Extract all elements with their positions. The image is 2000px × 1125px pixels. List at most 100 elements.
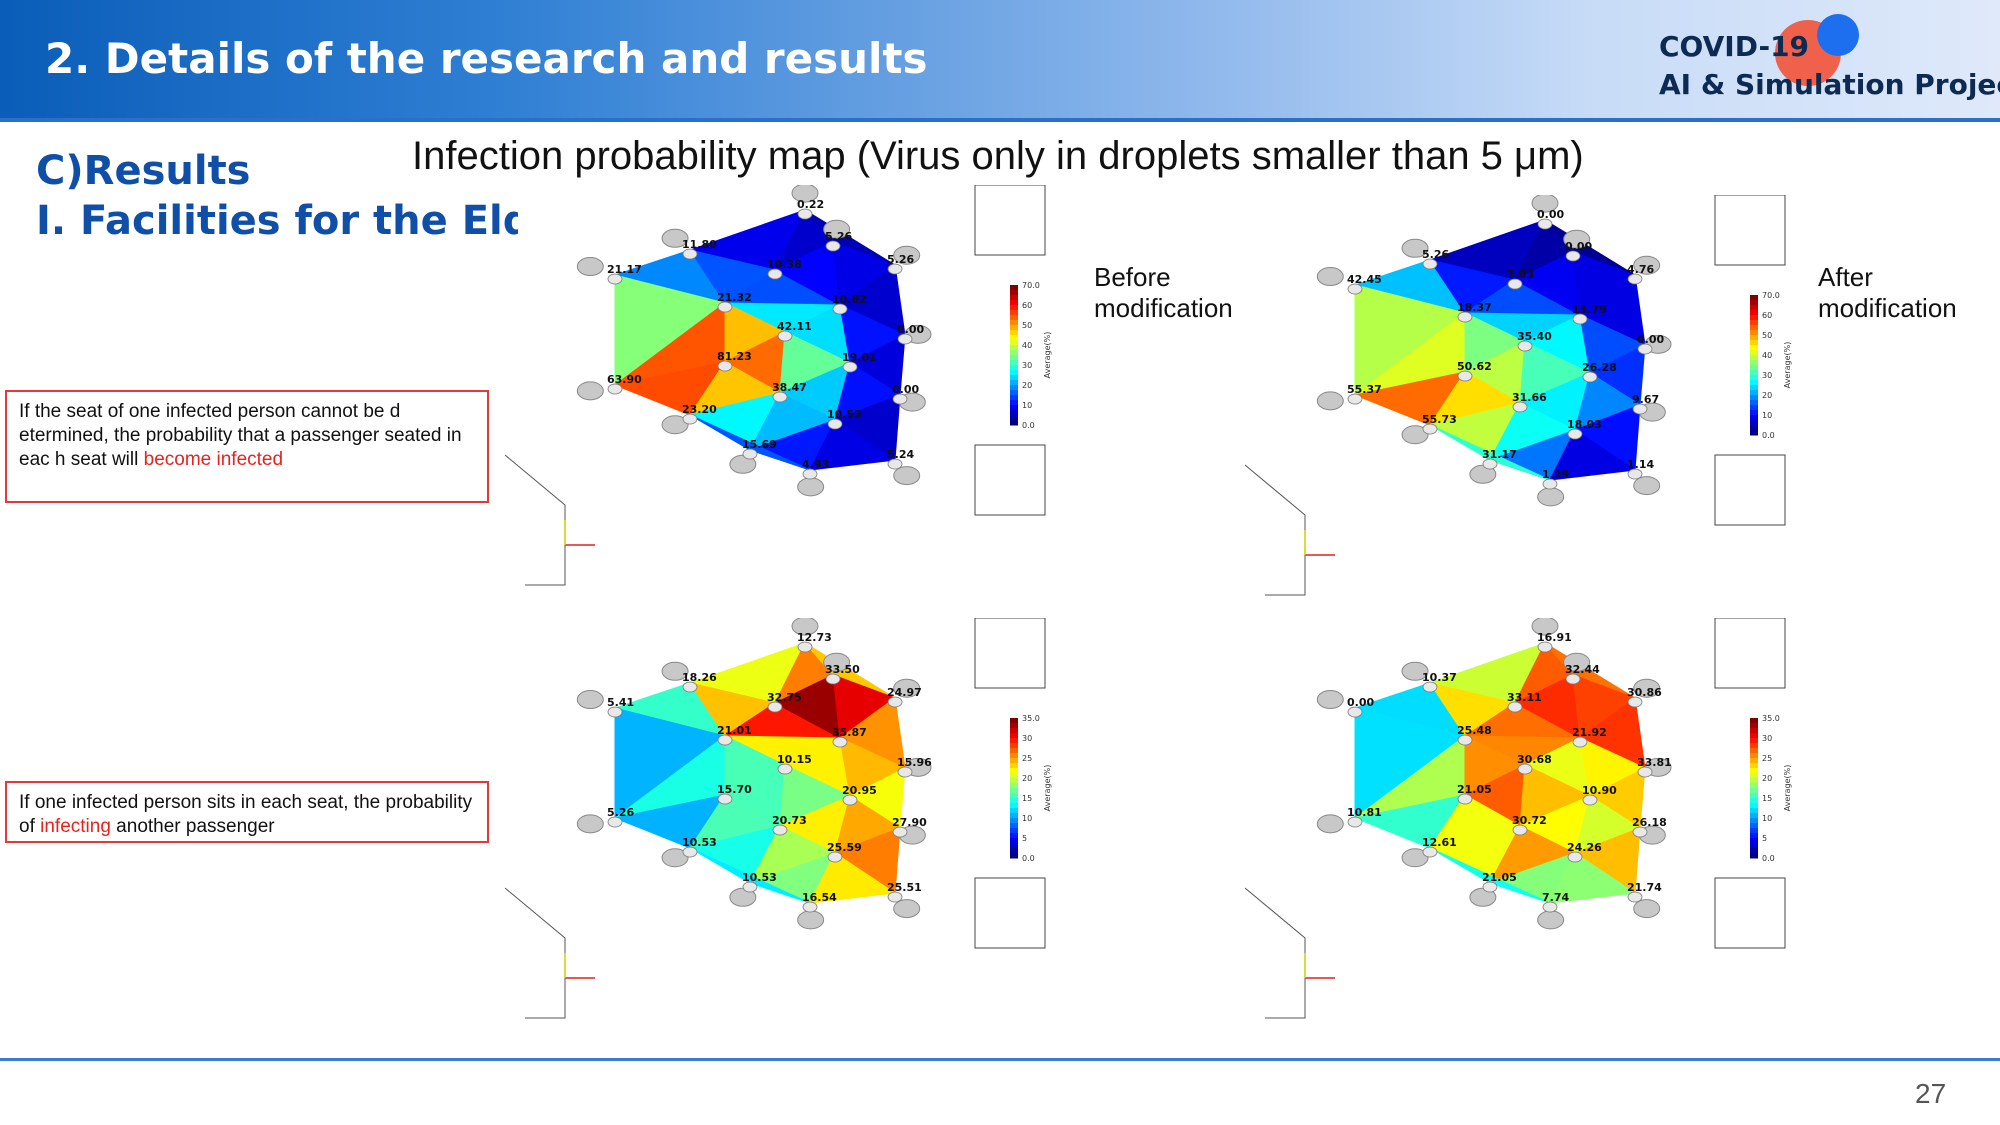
probability-value: 20.95 <box>842 784 877 797</box>
probability-value: 26.18 <box>1632 816 1667 829</box>
colorbar-segment <box>1750 733 1758 739</box>
seat-figure <box>797 910 825 930</box>
room-box <box>1714 195 1786 266</box>
colorbar-segment <box>1010 300 1018 306</box>
seat-figure <box>1316 814 1344 834</box>
colorbar-segment <box>1010 390 1018 396</box>
probability-value: 25.59 <box>827 841 862 854</box>
wall-outline <box>1245 464 1306 596</box>
seat-figure <box>1537 487 1565 507</box>
head-marker <box>1567 851 1583 863</box>
head-marker <box>1482 881 1498 893</box>
seat-figure <box>893 245 921 265</box>
probability-value: 30.86 <box>1627 686 1662 699</box>
probability-value: 35.40 <box>1517 330 1552 343</box>
head-marker <box>842 794 858 806</box>
colorbar-segment <box>1750 315 1758 321</box>
colorbar-tick: 15 <box>1022 794 1032 803</box>
colorbar-segment <box>1750 380 1758 386</box>
colorbar-segment <box>1750 808 1758 814</box>
head-marker <box>1512 824 1528 836</box>
room-box <box>1714 454 1786 526</box>
colorbar-segment <box>1010 400 1018 406</box>
probability-value: 18.37 <box>1457 301 1492 314</box>
head-marker <box>802 468 818 480</box>
probability-value: 27.90 <box>892 816 927 829</box>
seat-figure <box>1537 910 1565 930</box>
seat-figure <box>661 415 689 435</box>
colorbar-segment <box>1750 848 1758 854</box>
probability-value: 5.26 <box>825 230 852 243</box>
seat-figure <box>1563 652 1591 672</box>
head-marker <box>892 393 908 405</box>
colorbar-segment <box>1010 833 1018 839</box>
head-marker <box>1537 641 1553 653</box>
probability-value: 7.83 <box>1507 268 1534 281</box>
probability-value: 24.97 <box>887 686 922 699</box>
colorbar-tick: 5 <box>1022 834 1027 843</box>
colorbar-segment <box>1750 753 1758 759</box>
note-uncertain-seat: If the seat of one infected person canno… <box>5 390 489 503</box>
colorbar-segment <box>1750 793 1758 799</box>
probability-value: 32.44 <box>1565 663 1600 676</box>
colorbar-tick: 30 <box>1022 361 1032 370</box>
colorbar-segment <box>1750 345 1758 351</box>
seat-figure <box>823 219 851 239</box>
colorbar-tick: 25 <box>1762 754 1772 763</box>
head-marker <box>607 706 623 718</box>
colorbar-segment <box>1750 420 1758 426</box>
colorbar-title: Average(%) <box>1783 342 1792 389</box>
head-marker <box>1347 816 1363 828</box>
probability-value: 25.48 <box>1457 724 1492 737</box>
probability-value: 10.90 <box>1582 784 1617 797</box>
colorbar-segment <box>1750 350 1758 356</box>
colorbar-segment <box>1750 320 1758 326</box>
colorbar-segment <box>1010 370 1018 376</box>
head-marker <box>1482 458 1498 470</box>
head-marker <box>1422 423 1438 435</box>
probability-value: 18.03 <box>1567 418 1602 431</box>
colorbar-tick: 50 <box>1022 321 1032 330</box>
colorbar-tick: 60 <box>1762 311 1772 320</box>
head-marker <box>1457 734 1473 746</box>
colorbar-segment <box>1010 340 1018 346</box>
colorbar-segment <box>1010 768 1018 774</box>
head-marker <box>1637 343 1653 355</box>
colorbar-segment <box>1010 808 1018 814</box>
colorbar-tick: 35.0 <box>1022 714 1040 723</box>
colorbar-segment <box>1010 728 1018 734</box>
colorbar-segment <box>1010 395 1018 401</box>
head-marker <box>1572 736 1588 748</box>
seat-figure <box>1531 195 1559 213</box>
colorbar-segment <box>1010 295 1018 301</box>
colorbar-segment <box>1750 778 1758 784</box>
note-highlight: become infected <box>143 449 284 470</box>
colorbar-segment <box>1010 405 1018 411</box>
head-marker <box>897 766 913 778</box>
head-marker <box>1512 401 1528 413</box>
probability-value: 7.74 <box>1542 891 1569 904</box>
head-marker <box>742 448 758 460</box>
probability-value: 31.17 <box>1482 448 1517 461</box>
project-logo: COVID-19 AI & Simulation Project <box>1655 14 2000 104</box>
colorbar-segment <box>1010 758 1018 764</box>
probability-value: 38.47 <box>772 381 807 394</box>
colorbar-tick: 40 <box>1022 341 1032 350</box>
head-marker <box>1565 673 1581 685</box>
probability-value: 10.15 <box>777 753 812 766</box>
colorbar-segment <box>1750 773 1758 779</box>
probability-value: 81.23 <box>717 350 752 363</box>
note-each-seat: If one infected person sits in each seat… <box>5 781 489 843</box>
colorbar-segment <box>1010 320 1018 326</box>
colorbar-segment <box>1010 290 1018 296</box>
colorbar-segment <box>1750 783 1758 789</box>
colorbar-tick: 40 <box>1762 351 1772 360</box>
probability-value: 0.00 <box>1565 240 1592 253</box>
colorbar-segment <box>1010 410 1018 416</box>
colorbar-segment <box>1010 305 1018 311</box>
colorbar-segment <box>1010 360 1018 366</box>
probability-value: 55.37 <box>1347 383 1382 396</box>
probability-value: 12.61 <box>1422 836 1457 849</box>
probability-value: 5.26 <box>1422 248 1449 261</box>
probability-value: 15.69 <box>742 438 777 451</box>
